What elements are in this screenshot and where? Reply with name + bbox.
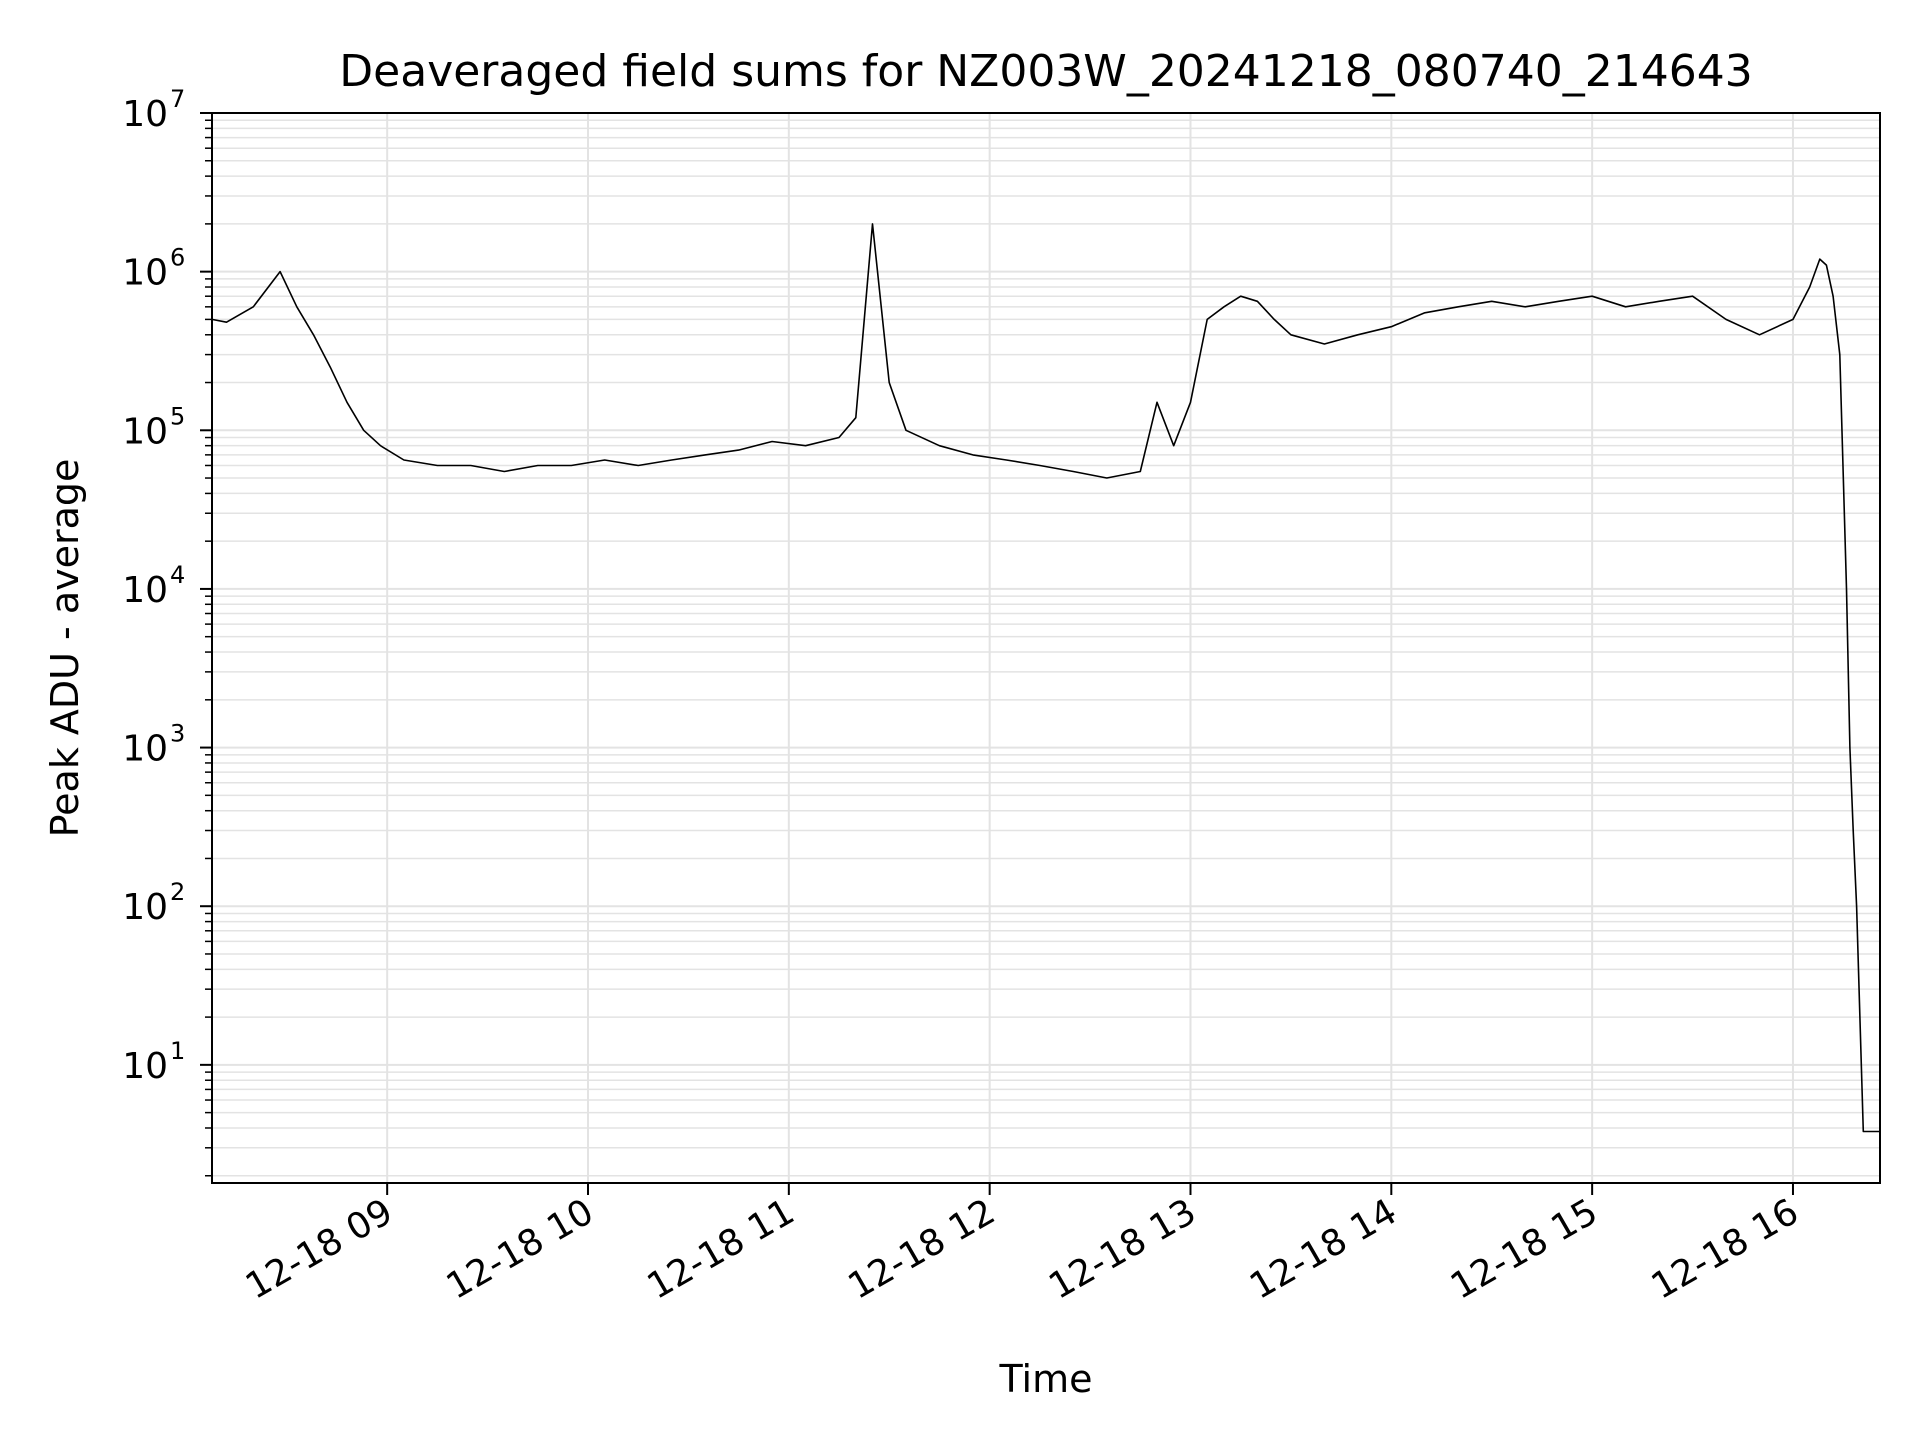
y-tick-exponent: 6 bbox=[170, 244, 185, 272]
series-line bbox=[211, 223, 1880, 1133]
y-tick-label: 10 bbox=[122, 570, 168, 611]
plot-frame bbox=[211, 112, 1881, 1184]
y-tick-label: 10 bbox=[122, 94, 168, 135]
y-tick-exponent: 4 bbox=[170, 561, 185, 589]
y-tick-label: 10 bbox=[122, 411, 168, 452]
y-tick-exponent: 3 bbox=[170, 720, 185, 748]
y-tick-exponent: 2 bbox=[170, 878, 185, 906]
y-tick-label: 10 bbox=[122, 253, 168, 294]
y-tick-exponent: 7 bbox=[170, 85, 185, 113]
y-tick-label: 10 bbox=[122, 887, 168, 928]
y-axis-label: Peak ADU - average bbox=[43, 459, 87, 838]
y-tick-exponent: 5 bbox=[170, 402, 185, 430]
y-tick-label: 10 bbox=[122, 1046, 168, 1087]
series-layer bbox=[211, 223, 1880, 1133]
y-tick-label: 10 bbox=[122, 729, 168, 770]
x-axis-label: Time bbox=[999, 1357, 1093, 1401]
major-gridlines bbox=[212, 112, 1880, 1183]
minor-gridlines bbox=[212, 119, 1880, 1177]
chart-title: Deaveraged field sums for NZ003W_2024121… bbox=[339, 46, 1752, 97]
y-tick-exponent: 1 bbox=[170, 1037, 185, 1065]
